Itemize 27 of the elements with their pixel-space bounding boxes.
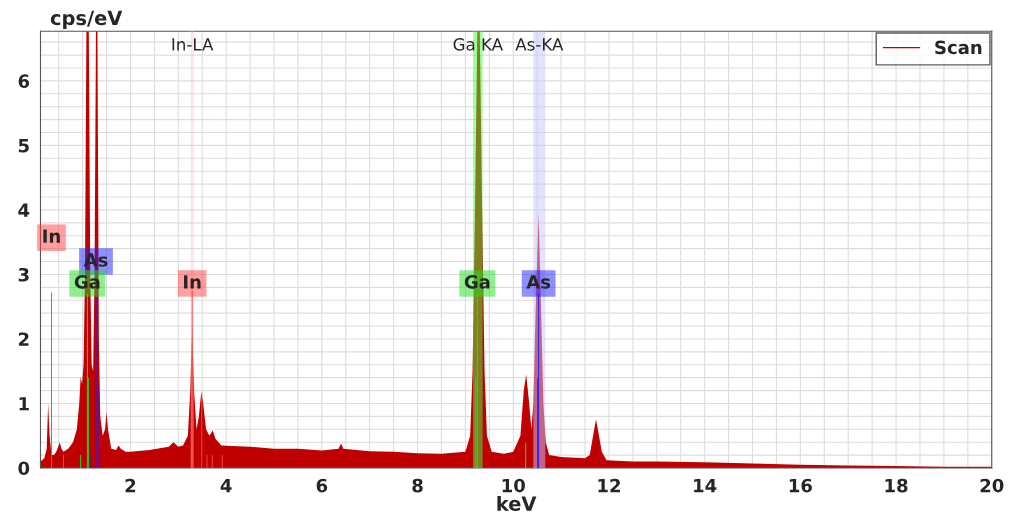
y-tick-label: 2: [18, 332, 29, 346]
y-tick-label: 5: [18, 139, 29, 153]
annotation: As: [526, 275, 551, 289]
annotation: In: [184, 275, 201, 289]
x-tick-label: 4: [220, 478, 232, 493]
x-tick-label: 20: [980, 478, 1004, 493]
y-axis-title: cps/eV: [50, 10, 123, 30]
y-tick-label: 1: [19, 397, 29, 411]
band-label: In-LA: [172, 38, 214, 51]
x-tick-label: 10: [502, 478, 525, 493]
y-tick-label: 4: [18, 203, 30, 217]
x-tick-label: 6: [316, 478, 328, 493]
x-tick-label: 18: [885, 478, 908, 493]
band-label: As-KA: [515, 38, 564, 51]
y-tick-label: 0: [18, 461, 30, 476]
x-tick-label: 14: [694, 478, 717, 493]
band-label: Ga KA: [453, 38, 503, 51]
legend-label: Scan: [935, 40, 982, 55]
annotation: As: [83, 253, 108, 267]
annotation: In: [43, 229, 60, 243]
y-tick-label: 6: [18, 74, 30, 88]
y-tick-label: 3: [18, 267, 29, 282]
x-axis-title: keV: [497, 495, 537, 511]
x-tick-label: 2: [125, 478, 136, 493]
x-tick-label: 8: [412, 478, 423, 493]
x-tick-label: 16: [789, 478, 812, 493]
x-tick-label: 12: [598, 478, 620, 493]
